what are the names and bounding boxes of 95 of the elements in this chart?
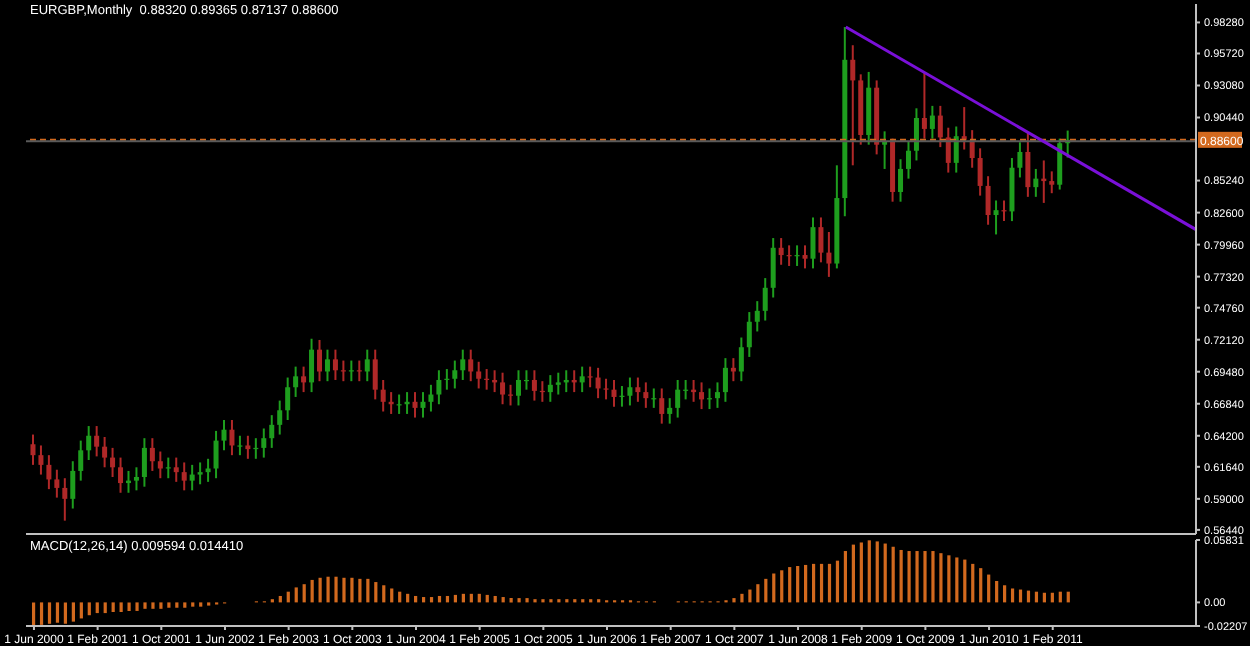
candlestick [611, 378, 617, 408]
candlestick [436, 369, 442, 406]
candlestick [237, 434, 243, 457]
candlestick [826, 231, 832, 278]
candlestick [985, 175, 991, 226]
candlestick [317, 338, 323, 383]
candlestick [531, 369, 537, 402]
candlestick [627, 376, 633, 407]
candlestick [102, 435, 108, 469]
candlestick [667, 397, 673, 425]
candlestick [62, 477, 68, 522]
candlestick [54, 468, 60, 499]
candlestick [293, 365, 299, 398]
candlestick [738, 336, 744, 383]
candlestick [277, 399, 283, 436]
candlestick [324, 348, 330, 383]
candlestick [70, 460, 76, 510]
candlestick [810, 216, 816, 270]
candlestick [945, 126, 951, 174]
candlestick [500, 371, 506, 406]
candlestick [197, 461, 203, 486]
candlestick [332, 348, 338, 381]
candlestick [285, 376, 291, 421]
candlestick [245, 434, 251, 460]
candlestick [937, 104, 943, 149]
candlestick [78, 439, 84, 482]
candlestick [635, 376, 641, 403]
candlestick [46, 454, 52, 491]
candlestick [452, 359, 458, 390]
candlestick [1033, 167, 1039, 198]
candlestick [1057, 137, 1063, 191]
candlestick [173, 456, 179, 483]
candlestick [555, 371, 561, 396]
candlestick [595, 366, 601, 400]
candlestick [261, 427, 267, 459]
candlestick [468, 348, 474, 383]
candlestick [380, 378, 386, 413]
candlestick [110, 446, 116, 478]
candlestick [866, 70, 872, 146]
candlestick [587, 365, 593, 389]
candlestick [189, 463, 195, 492]
candlestick [913, 107, 919, 162]
candlestick [643, 381, 649, 409]
candlestick [476, 360, 482, 390]
candlestick [579, 365, 585, 394]
candlestick [94, 425, 100, 458]
candlestick [269, 414, 275, 449]
candlestick [929, 104, 935, 140]
candlestick [714, 381, 720, 409]
candlestick [1017, 141, 1023, 179]
candlestick [778, 237, 784, 266]
candlestick [149, 437, 155, 472]
candlestick [38, 444, 44, 476]
candlestick [818, 216, 824, 264]
candlestick [30, 433, 36, 466]
candlestick [905, 140, 911, 180]
candlestick [133, 466, 139, 492]
candlestick [118, 456, 124, 494]
candlestick [141, 437, 147, 488]
candlestick [659, 387, 665, 425]
candlestick [675, 378, 681, 419]
candlestick [86, 425, 92, 462]
candlestick [309, 337, 315, 394]
candlestick [1049, 170, 1055, 195]
candlestick [850, 44, 856, 167]
candlestick [603, 377, 609, 401]
candlestick [977, 147, 983, 197]
candlestick [746, 311, 752, 358]
candlestick [699, 381, 705, 411]
candlestick [301, 365, 307, 394]
candlestick [165, 456, 171, 480]
candlestick [722, 357, 728, 403]
candlestick [420, 391, 426, 419]
candlestick [762, 277, 768, 322]
candlestick [1009, 157, 1015, 223]
candlestick [181, 461, 187, 492]
candlestick [993, 199, 999, 236]
candlestick [157, 450, 163, 480]
candlestick [412, 391, 418, 419]
candlestick [221, 419, 227, 452]
candlestick [428, 383, 434, 413]
candlestick [547, 374, 553, 403]
candlestick [213, 429, 219, 480]
candlestick [372, 348, 378, 401]
candlestick [364, 348, 370, 383]
candlestick [754, 300, 760, 333]
candlestick [460, 348, 466, 381]
candlestick [770, 237, 776, 299]
candlestick [921, 70, 927, 140]
candlestick [898, 158, 904, 203]
candlestick [229, 419, 235, 457]
candlestick [953, 125, 959, 174]
candlestick [1025, 131, 1031, 198]
candlestick [515, 369, 521, 407]
candlestick [802, 244, 808, 270]
